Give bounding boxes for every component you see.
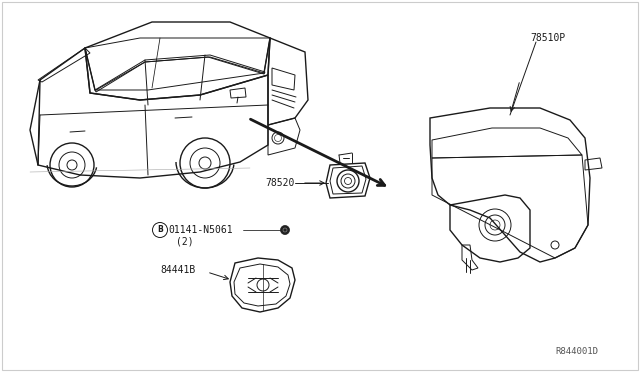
Text: 78520: 78520 xyxy=(266,178,295,188)
Text: R844001D: R844001D xyxy=(555,347,598,356)
Circle shape xyxy=(280,225,289,234)
Text: B: B xyxy=(157,225,163,234)
Text: (2): (2) xyxy=(176,237,194,247)
Text: 01141-N5061: 01141-N5061 xyxy=(168,225,232,235)
Text: 84441B: 84441B xyxy=(160,265,195,275)
Text: 78510P: 78510P xyxy=(530,33,565,43)
